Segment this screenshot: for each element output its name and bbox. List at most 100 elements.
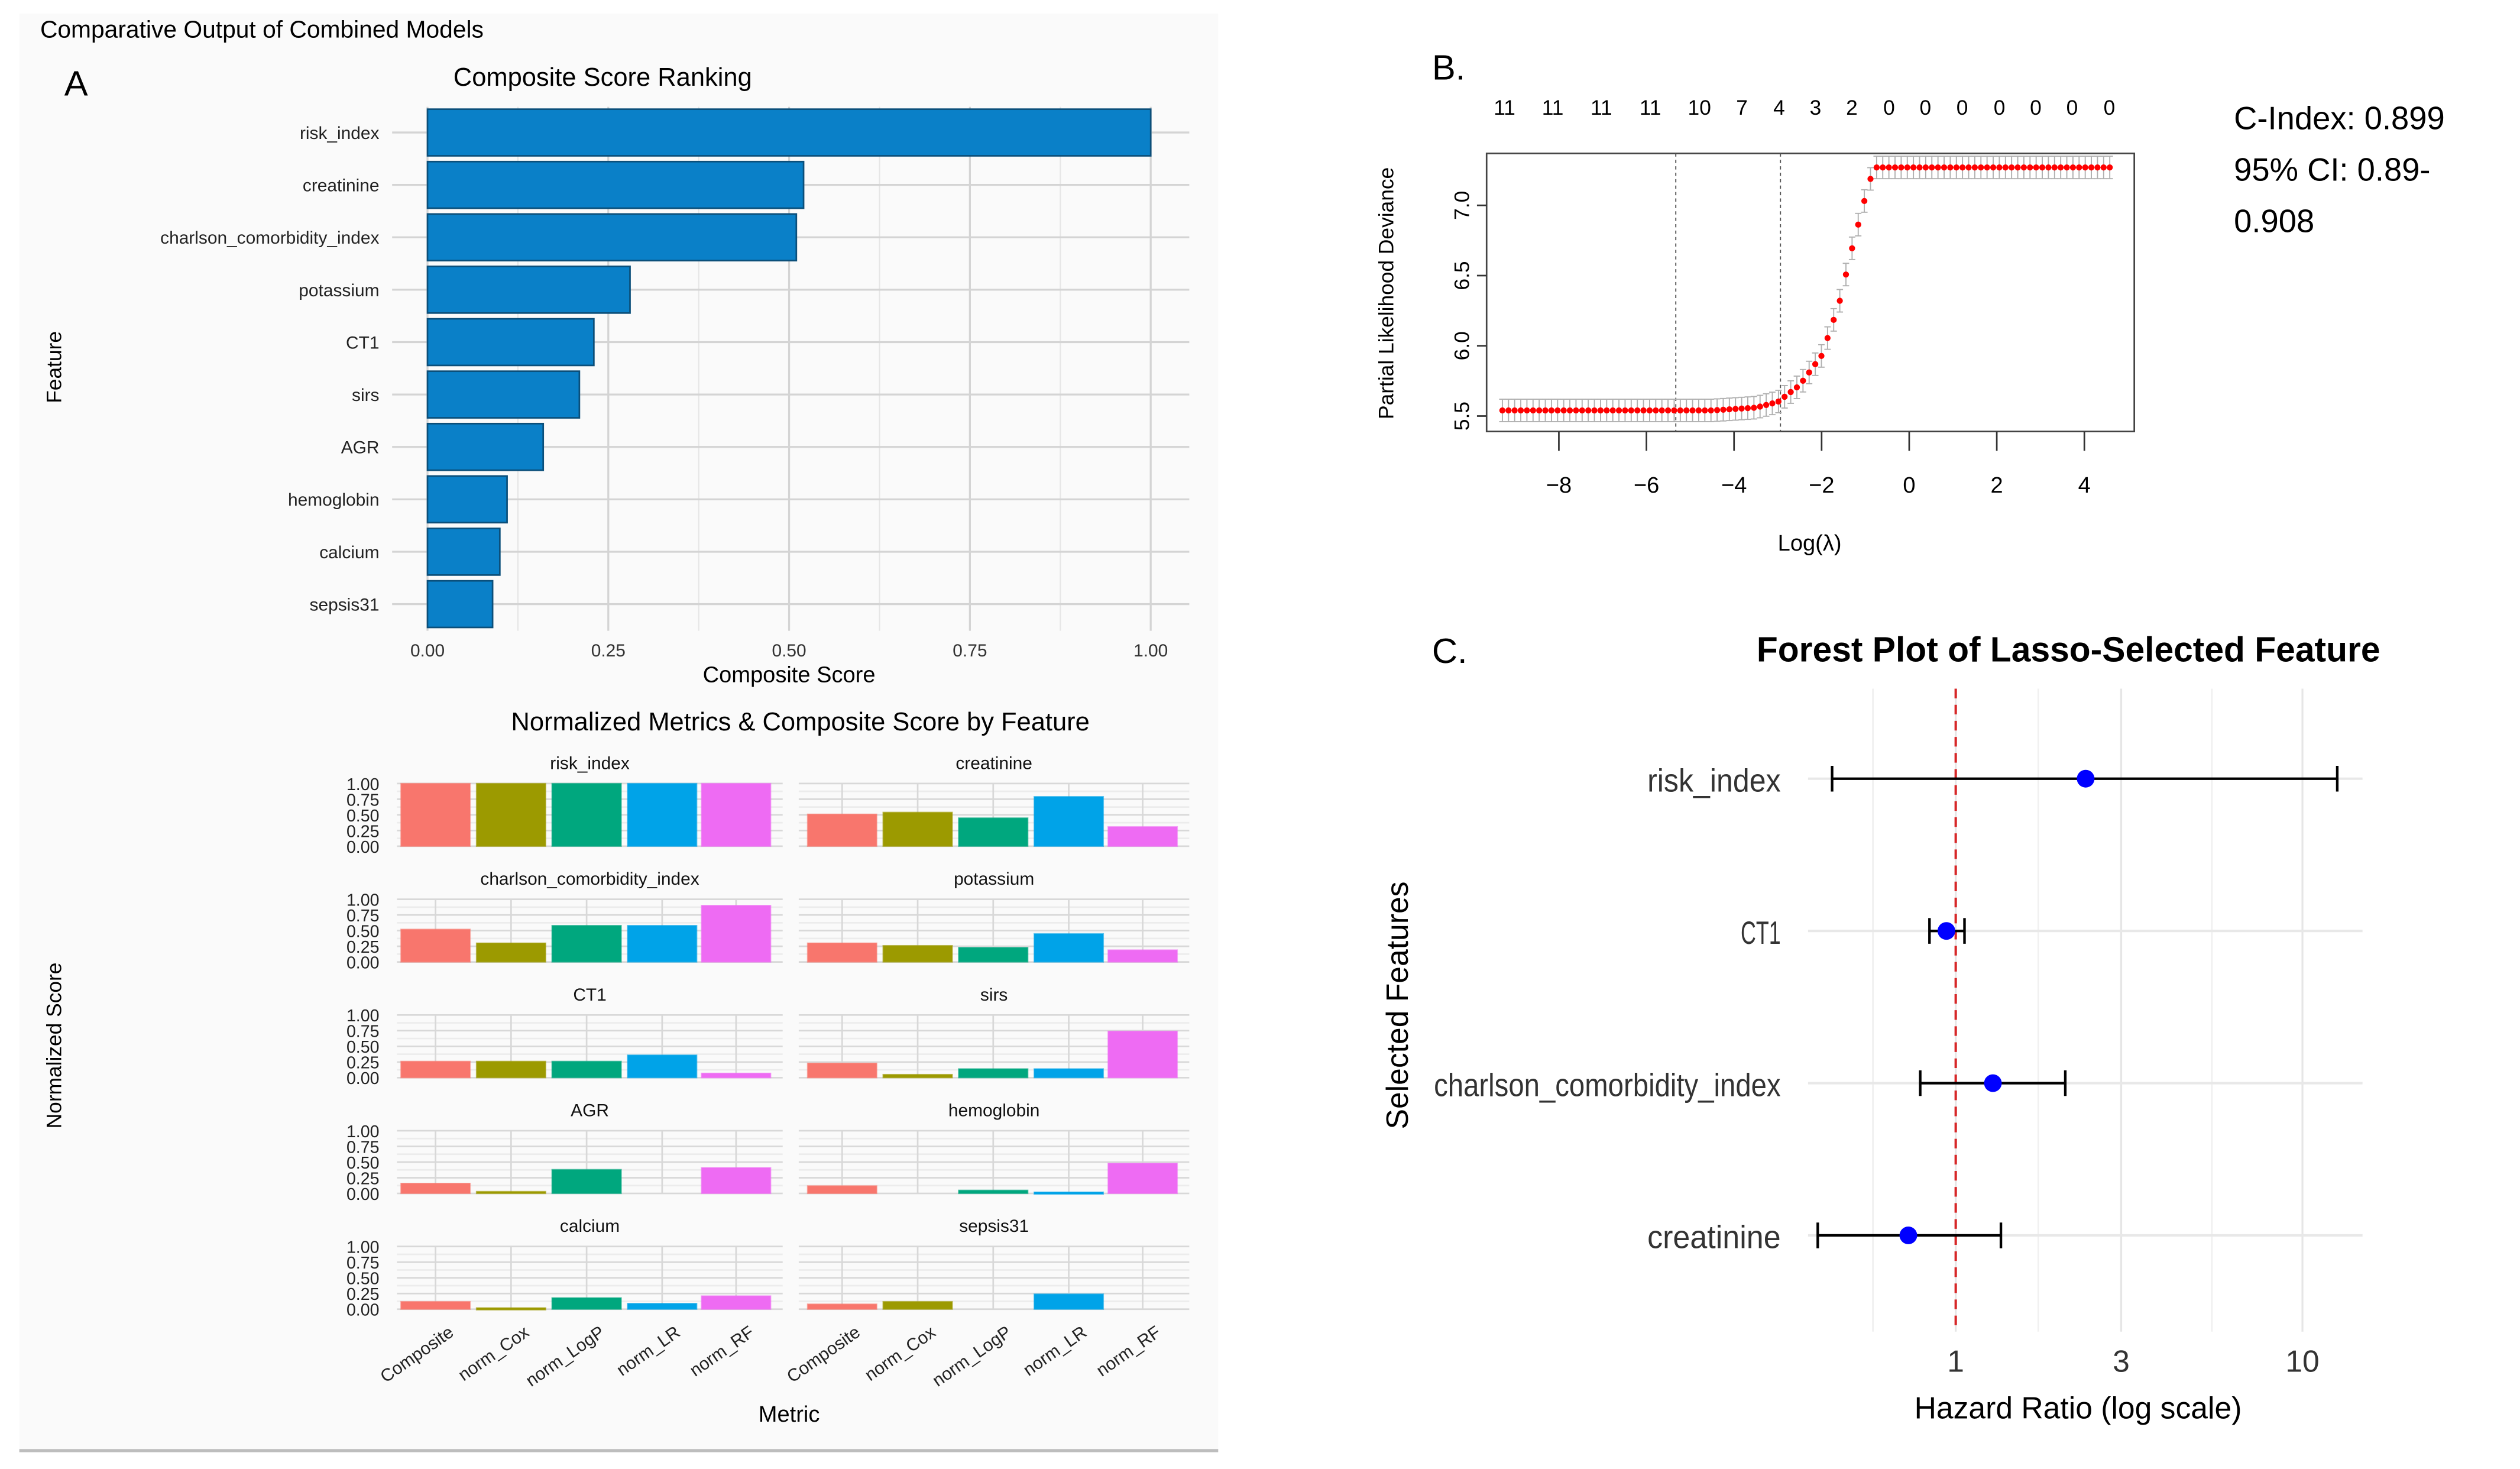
facet-bar-norm-cox (475, 782, 546, 847)
facet-ylabel: Normalized Score (43, 963, 66, 1129)
lambda-point (1517, 407, 1524, 414)
facet-panel-title: hemoglobin (948, 1101, 1039, 1121)
lambda-point (2039, 164, 2046, 171)
facet-ytick: 1.00 (346, 1238, 380, 1257)
facet-bar-norm-lr (627, 1054, 698, 1079)
lambda-point (1689, 407, 1696, 414)
lambda-point (1763, 402, 1770, 408)
facet-bar-norm-lr (627, 925, 698, 963)
ranking-bar (426, 528, 501, 576)
forest-xlabel: Hazard Ratio (log scale) (1915, 1391, 2242, 1425)
ranking-bar (426, 160, 805, 209)
lambda-ytick-label: 7.0 (1450, 191, 1473, 220)
forest-row-label: charlson_comorbidity_index (1434, 1067, 1781, 1103)
lambda-top-count: 2 (1846, 96, 1858, 119)
facet-bar-norm-rf (1107, 1163, 1178, 1195)
facet-bar-norm-logp (551, 782, 622, 847)
facet-ytick: 0.75 (346, 1023, 380, 1041)
lambda-xtick-label: 0 (1903, 473, 1915, 498)
lambda-point (2033, 164, 2039, 171)
lambda-point (1978, 164, 1984, 171)
lambda-point (1615, 407, 1622, 414)
facet-bar-norm-rf (1107, 949, 1178, 963)
ranking-category-label: sepsis31 (310, 595, 380, 614)
facet-ytick: 0.00 (346, 1185, 380, 1204)
facet-panel-title: risk_index (550, 753, 630, 773)
lambda-point (2008, 164, 2015, 171)
facet-ytick: 0.75 (346, 1254, 380, 1273)
facet-bar-norm-lr (1034, 1191, 1104, 1195)
panel-label-a: A (64, 64, 88, 103)
forest-title: Forest Plot of Lasso-Selected Feature (1757, 629, 2380, 669)
lambda-point (1916, 164, 1923, 171)
facet-ytick: 0.00 (346, 953, 380, 972)
lambda-point (1524, 407, 1530, 414)
facet-bar-norm-rf (1107, 826, 1178, 847)
ranking-category-label: CT1 (346, 333, 379, 352)
facet-bar-composite (806, 942, 877, 963)
lambda-point (1744, 405, 1751, 412)
facet-bar-norm-lr (1034, 796, 1104, 847)
lambda-point (2027, 164, 2033, 171)
lambda-point (1653, 407, 1659, 414)
lambda-top-count: 0 (1957, 96, 1968, 119)
lambda-point (1867, 176, 1874, 182)
lambda-point (1929, 164, 1935, 171)
lambda-point (1536, 407, 1543, 414)
lambda-point (1708, 407, 1714, 414)
lambda-top-count: 11 (1591, 96, 1612, 119)
forest-point (1937, 922, 1955, 940)
facet-panel-title: charlson_comorbidity_index (480, 869, 699, 889)
facet-bar-composite (400, 1060, 471, 1079)
ranking-title: Composite Score Ranking (454, 63, 752, 92)
lambda-point (1591, 407, 1598, 414)
ranking-category-label: sirs (352, 386, 379, 405)
facet-bar-norm-logp (551, 925, 622, 963)
facet-bar-composite (806, 1303, 877, 1310)
lambda-point (1891, 164, 1899, 171)
lambda-top-count: 4 (1773, 96, 1785, 119)
lambda-point (1855, 221, 1861, 228)
lambda-point (2094, 164, 2101, 171)
facet-bar-norm-rf (701, 1072, 772, 1079)
lambda-top-count: 11 (1542, 96, 1564, 119)
lambda-point (1836, 297, 1843, 304)
forest-row-label: CT1 (1741, 915, 1781, 951)
facet-bar-norm-logp (551, 1060, 622, 1079)
lambda-top-count: 0 (2104, 96, 2116, 119)
facet-ytick: 0.25 (346, 1054, 380, 1073)
lambda-point (1824, 335, 1831, 341)
facet-panel-title: calcium (560, 1216, 620, 1236)
lambda-point (2107, 164, 2113, 171)
ranking-xtick: 0.25 (591, 641, 626, 661)
ranking-bar (426, 318, 595, 367)
lambda-point (1886, 164, 1892, 171)
facet-ytick: 0.00 (346, 1069, 380, 1088)
c-index-line-1: C-Index: 0.899 (2234, 101, 2445, 137)
facet-bar-composite (806, 1062, 877, 1079)
lambda-point (2020, 164, 2027, 171)
lambda-point (1683, 407, 1690, 414)
lambda-point (1499, 407, 1506, 414)
facet-bar-composite (400, 928, 471, 963)
lambda-xtick-label: −4 (1721, 473, 1747, 498)
lambda-point (1664, 407, 1672, 414)
forest-ylabel: Selected Features (1380, 882, 1414, 1130)
lambda-point (1947, 164, 1954, 171)
ranking-category-label: hemoglobin (288, 490, 379, 510)
facet-bar-norm-cox (475, 1060, 546, 1079)
facet-bar-norm-cox (882, 811, 953, 847)
lambda-point (1898, 164, 1904, 171)
facet-bar-norm-logp (958, 1189, 1029, 1195)
facet-ytick: 0.25 (346, 1285, 380, 1304)
facet-bar-norm-cox (882, 1300, 953, 1310)
lambda-point (1597, 407, 1604, 414)
lambda-point (2088, 164, 2095, 171)
lambda-point (1861, 198, 1868, 205)
facet-ytick: 0.25 (346, 938, 380, 957)
facet-bar-norm-logp (958, 1068, 1029, 1079)
forest-point (1899, 1227, 1917, 1244)
lambda-point (1941, 164, 1948, 171)
facet-ytick: 0.50 (346, 1038, 380, 1057)
lambda-point (1671, 407, 1677, 414)
